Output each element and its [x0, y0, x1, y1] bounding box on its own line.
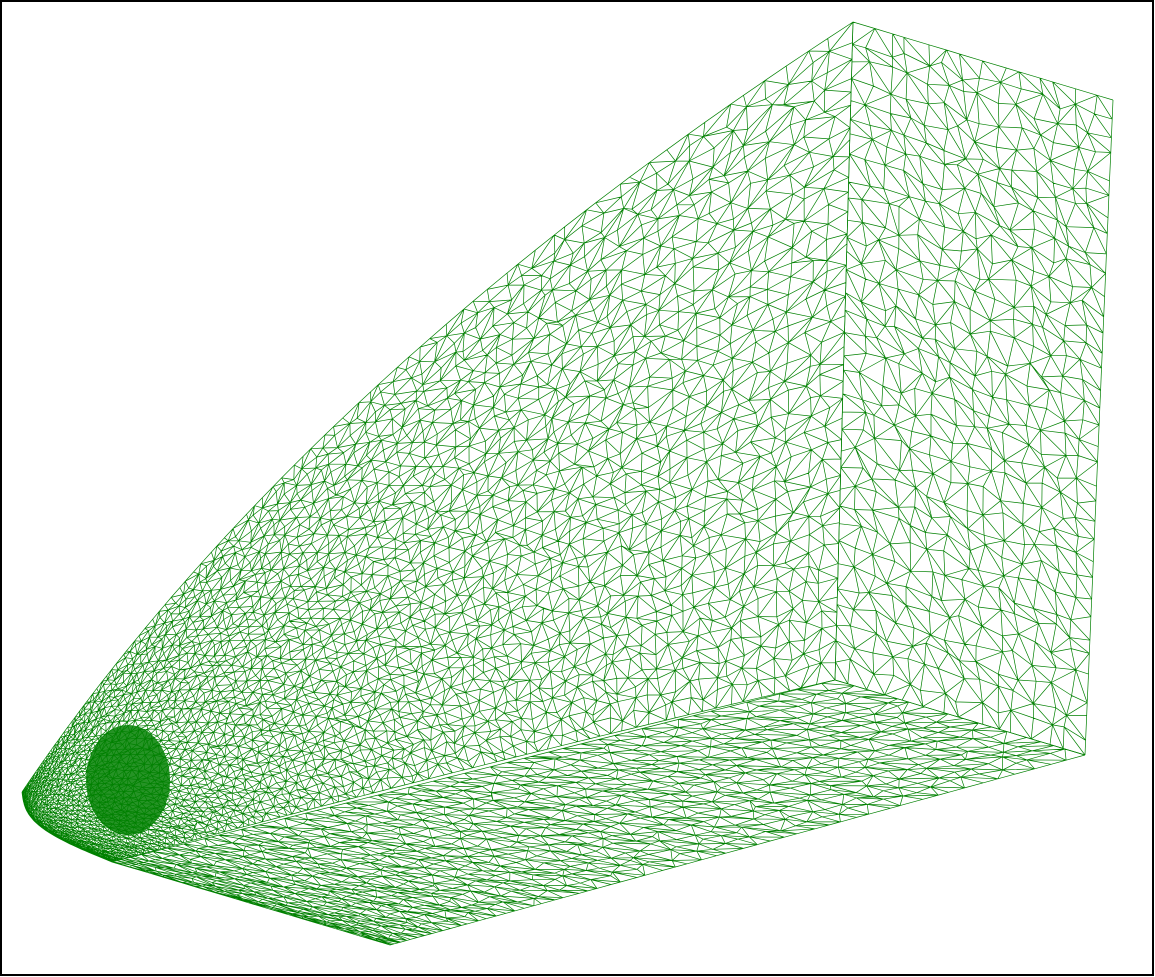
page: (() => { const data = JSON.parse(documen… — [0, 0, 1155, 977]
mesh-view — [0, 0, 1155, 977]
dense-mesh-region — [86, 725, 170, 835]
